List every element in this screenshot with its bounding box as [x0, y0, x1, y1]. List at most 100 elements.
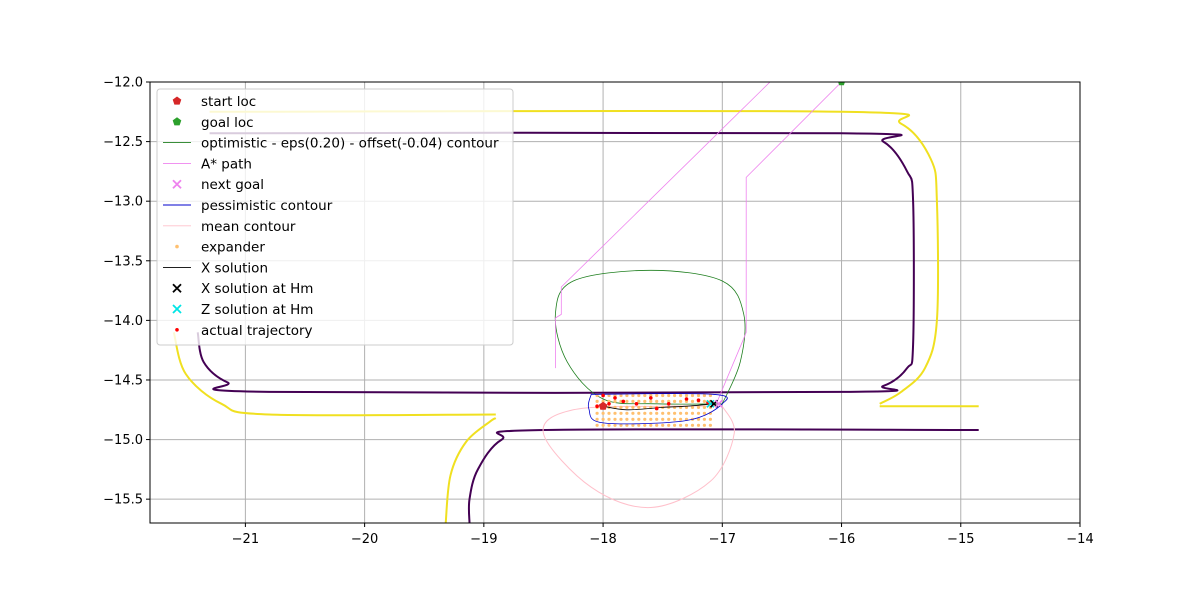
x-tick-label-0: −21 — [232, 532, 259, 547]
expander-point-60 — [655, 423, 659, 427]
expander-point-6 — [601, 423, 605, 427]
expander-point-66 — [661, 423, 665, 427]
goal-loc-marker — [838, 82, 845, 86]
trajectory-point-10 — [595, 404, 599, 409]
legend-entry-5: pessimistic contour — [163, 198, 333, 214]
track-purple-inner — [467, 428, 979, 523]
axes-frame — [149, 81, 1081, 524]
legend-entry-3: A* path — [163, 156, 252, 172]
legend-entry-1: goal loc — [172, 115, 254, 131]
legend-entry-9: X solution at Hm — [172, 281, 313, 297]
trajectory-point-0 — [601, 393, 605, 398]
legend-entry-6: mean contour — [163, 219, 296, 235]
trajectory-point-8 — [696, 398, 701, 403]
expander-point-110 — [702, 411, 707, 415]
expander-point-107 — [696, 393, 701, 398]
x-tick-label-4: −17 — [709, 532, 736, 547]
legend-box — [156, 88, 514, 346]
expander-point-79 — [673, 417, 677, 421]
trajectory-point-6 — [666, 402, 671, 406]
expander-point-77 — [667, 393, 671, 398]
optimistic-contour — [554, 269, 746, 405]
plot-content — [172, 82, 979, 523]
expander-point-74 — [667, 411, 671, 415]
expander-point-31 — [625, 417, 629, 421]
legend-label-10: Z solution at Hm — [201, 302, 313, 318]
expander-point-62 — [655, 411, 659, 415]
y-tick-label-6: −15.0 — [103, 433, 143, 448]
expander-point-92 — [684, 411, 689, 415]
legend-label-2: optimistic - eps(0.20) - offset(-0.04) c… — [201, 136, 499, 152]
expander-point-10 — [601, 399, 605, 403]
expander-point-19 — [613, 417, 617, 421]
legend-entry-2: optimistic - eps(0.20) - offset(-0.04) c… — [163, 136, 499, 152]
start-loc-marker — [598, 401, 608, 410]
expander-point-71 — [661, 393, 665, 398]
legend-swatch-x-9 — [172, 283, 182, 293]
expander-point-34 — [625, 399, 629, 403]
expander-point-100 — [690, 399, 695, 403]
trajectory-point-4 — [634, 402, 639, 406]
mean-contour — [542, 405, 735, 509]
expander-point-18 — [613, 423, 617, 427]
expander-point-61 — [655, 417, 659, 421]
track-yellow-bottom — [444, 417, 497, 523]
legend-label-7: expander — [201, 240, 265, 256]
x-tick-label-7: −14 — [1066, 532, 1093, 547]
x-tick-label-5: −16 — [828, 532, 855, 547]
trajectory-point-1 — [607, 402, 611, 406]
legend-swatch-dot-11 — [175, 328, 179, 332]
expander-point-39 — [631, 405, 635, 409]
expander-point-80 — [673, 411, 677, 415]
legend-label-3: A* path — [201, 156, 252, 172]
expander-point-119 — [708, 393, 713, 398]
expander-point-111 — [702, 405, 707, 409]
expander-point-48 — [643, 423, 647, 427]
expander-point-25 — [619, 417, 623, 421]
expander-point-58 — [649, 399, 653, 403]
axis-ticks: −21 −20 −19 −18 −17 −16 −15 −14 −12.0 −12.5 −13.0 −… — [103, 76, 1094, 548]
expander-point-13 — [607, 417, 611, 421]
x-tick-label-3: −18 — [589, 532, 616, 547]
expander-point-114 — [708, 423, 713, 427]
legend-entry-8: X solution — [163, 260, 268, 276]
expander-point-52 — [643, 399, 647, 403]
y-tick-label-3: −13.5 — [103, 254, 143, 269]
expander-point-0 — [595, 423, 599, 427]
legend-label-5: pessimistic contour — [201, 198, 333, 214]
expander-point-24 — [619, 423, 623, 427]
expander-point-101 — [690, 393, 695, 398]
expander-point-43 — [637, 417, 641, 421]
legend-swatch-pentagon-1 — [172, 117, 182, 126]
expander-point-108 — [702, 423, 707, 427]
expander-point-70 — [661, 399, 665, 403]
expander-point-85 — [679, 417, 683, 421]
legend-entry-11: actual trajectory — [175, 323, 313, 339]
expander-point-104 — [696, 411, 701, 415]
trajectory-point-11 — [654, 406, 659, 411]
legend-label-9: X solution at Hm — [201, 281, 313, 297]
x-tick-label-2: −19 — [470, 532, 497, 547]
x-solution-line — [603, 403, 715, 411]
y-tick-label-7: −15.5 — [103, 493, 143, 508]
track-yellow-outer — [209, 109, 940, 405]
expander-point-55 — [649, 417, 653, 421]
expander-point-53 — [643, 393, 647, 398]
expander-point-72 — [667, 423, 671, 427]
legend: start loc goal loc optimistic - eps(0.20) … — [156, 88, 514, 346]
trajectory-point-5 — [649, 396, 653, 400]
y-tick-label-5: −14.5 — [103, 373, 143, 388]
expander-point-67 — [661, 417, 665, 421]
expander-point-95 — [684, 393, 689, 398]
expander-point-8 — [601, 411, 605, 415]
expander-point-86 — [679, 411, 683, 415]
expander-point-90 — [684, 423, 689, 427]
legend-entry-10: Z solution at Hm — [172, 302, 313, 318]
expander-point-49 — [643, 417, 647, 421]
expander-point-46 — [637, 399, 641, 403]
expander-point-4 — [595, 399, 599, 403]
expander-point-35 — [625, 393, 629, 398]
expander-point-56 — [649, 411, 653, 415]
y-tick-label-0: −12.0 — [103, 76, 143, 91]
